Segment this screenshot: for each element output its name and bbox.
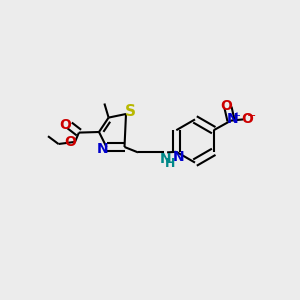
Text: N: N (172, 150, 184, 164)
Text: O: O (241, 112, 253, 126)
Text: N: N (160, 152, 172, 166)
Text: H: H (165, 157, 175, 170)
Text: S: S (125, 104, 136, 119)
Text: N: N (97, 142, 109, 156)
Text: O: O (59, 118, 71, 132)
Text: N: N (226, 112, 238, 126)
Text: O: O (220, 99, 232, 113)
Text: O: O (64, 136, 76, 149)
Text: +: + (232, 111, 240, 122)
Text: −: − (247, 111, 256, 122)
